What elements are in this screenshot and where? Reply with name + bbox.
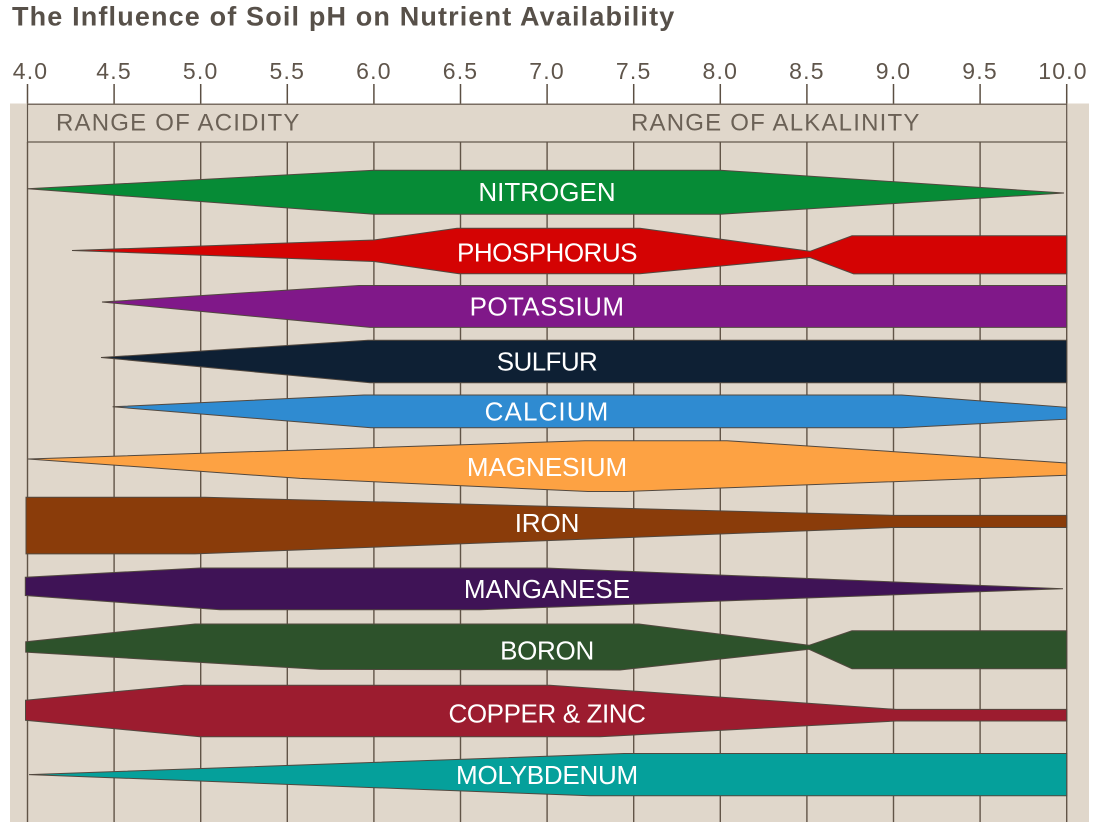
svg-text:8.0: 8.0: [703, 58, 739, 84]
svg-text:8.5: 8.5: [789, 58, 825, 84]
svg-text:CALCIUM: CALCIUM: [485, 397, 610, 427]
svg-text:6.0: 6.0: [356, 58, 392, 84]
svg-text:5.0: 5.0: [183, 58, 219, 84]
svg-text:PHOSPHORUS: PHOSPHORUS: [457, 238, 637, 268]
svg-text:9.0: 9.0: [876, 58, 912, 84]
svg-text:NITROGEN: NITROGEN: [478, 177, 615, 207]
svg-text:POTASSIUM: POTASSIUM: [470, 291, 625, 321]
svg-text:RANGE OF ACIDITY: RANGE OF ACIDITY: [56, 110, 301, 137]
svg-text:IRON: IRON: [515, 508, 580, 538]
svg-text:MOLYBDENUM: MOLYBDENUM: [456, 760, 638, 790]
svg-text:MANGANESE: MANGANESE: [464, 574, 630, 604]
svg-text:10.0: 10.0: [1038, 58, 1088, 84]
svg-text:SULFUR: SULFUR: [497, 347, 597, 377]
svg-text:4.5: 4.5: [96, 58, 132, 84]
svg-text:COPPER & ZINC: COPPER & ZINC: [448, 699, 645, 729]
svg-text:MAGNESIUM: MAGNESIUM: [467, 452, 627, 482]
svg-text:5.5: 5.5: [270, 58, 306, 84]
svg-text:RANGE OF ALKALINITY: RANGE OF ALKALINITY: [631, 110, 921, 137]
svg-text:The Influence of Soil pH on Nu: The Influence of Soil pH on Nutrient Ava…: [12, 2, 675, 32]
svg-text:9.5: 9.5: [962, 58, 998, 84]
svg-text:BORON: BORON: [500, 636, 594, 666]
svg-text:7.5: 7.5: [616, 58, 652, 84]
svg-text:7.0: 7.0: [529, 58, 565, 84]
svg-text:4.0: 4.0: [13, 58, 49, 84]
svg-text:6.5: 6.5: [443, 58, 479, 84]
